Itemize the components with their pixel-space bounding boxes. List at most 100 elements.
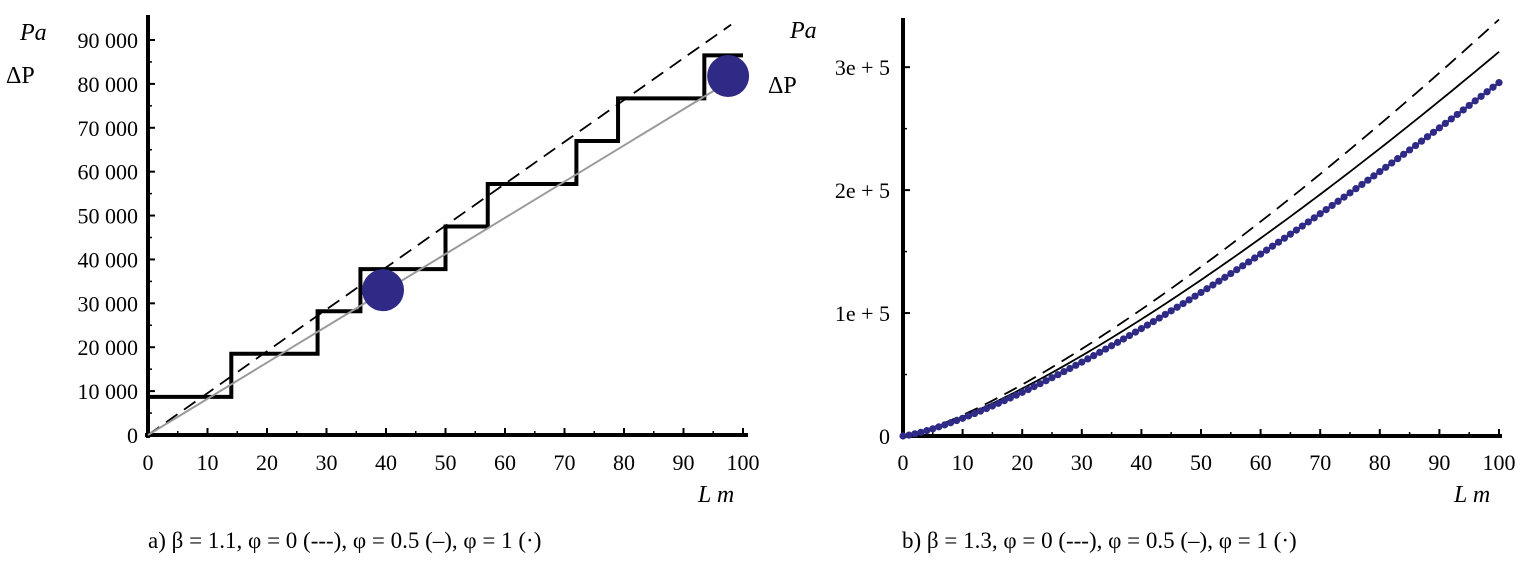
series-marker — [917, 428, 925, 436]
series-marker — [1334, 197, 1342, 205]
y-tick-label: 0 — [879, 424, 890, 449]
series-marker — [1495, 79, 1503, 87]
chart-a-caption: a) β = 1.1, φ = 0 (---), φ = 0.5 (–), φ … — [148, 528, 542, 553]
series-marker — [1239, 262, 1247, 270]
series-marker — [935, 423, 943, 431]
series-marker — [1441, 119, 1449, 128]
series-marker — [1167, 307, 1175, 315]
series-marker — [1292, 226, 1300, 234]
series-marker — [1257, 250, 1265, 258]
series-marker — [1233, 266, 1241, 274]
series-marker — [1197, 288, 1205, 297]
series-marker — [1221, 273, 1229, 281]
chart-b-caption: b) β = 1.3, φ = 0 (---), φ = 0.5 (–), φ … — [902, 528, 1297, 553]
series-marker — [1358, 180, 1366, 189]
y-tick-label: 20 000 — [78, 335, 139, 360]
series-marker — [1364, 176, 1372, 184]
series-marker — [1066, 364, 1074, 373]
series-marker — [1340, 193, 1348, 201]
data-point — [362, 269, 405, 312]
chart-a: Pa ΔP 0 10 20 30 40 50 60 70 80 90 100 0 10 000 20 0… — [6, 15, 760, 508]
series-marker — [1012, 391, 1020, 399]
series-marker — [1113, 338, 1122, 346]
series-marker — [1185, 296, 1193, 304]
series-marker — [1453, 110, 1461, 119]
series-marker — [1429, 128, 1438, 136]
series-line-phi-0.5 — [146, 53, 743, 435]
series-marker — [1346, 189, 1354, 197]
series-marker — [1030, 383, 1038, 391]
x-tick-label: 10 — [952, 450, 974, 475]
chart-a-series — [146, 23, 750, 436]
series-marker — [899, 432, 907, 440]
series-marker — [1262, 246, 1271, 254]
series-marker — [1370, 172, 1378, 180]
series-line-phi-0.5 — [902, 51, 1500, 437]
x-tick-label: 90 — [1428, 450, 1450, 475]
series-marker — [1137, 325, 1145, 333]
series-marker — [1251, 254, 1259, 262]
series-marker — [988, 402, 997, 410]
series-marker — [1179, 299, 1187, 308]
x-tick-label: 40 — [1130, 450, 1152, 475]
series-marker — [1000, 397, 1008, 405]
chart-a-ylabel: ΔP — [6, 63, 35, 89]
x-tick-label: 0 — [143, 450, 154, 475]
series-marker — [1298, 222, 1306, 230]
series-marker — [923, 427, 931, 435]
series-marker — [1423, 133, 1432, 141]
x-tick-label: 80 — [613, 450, 635, 475]
series-marker — [1060, 367, 1068, 376]
x-tick-label: 100 — [1483, 450, 1516, 475]
series-marker — [929, 425, 937, 433]
series-marker — [1024, 385, 1032, 394]
x-tick-label: 70 — [554, 450, 576, 475]
data-point — [707, 54, 750, 97]
series-marker — [1018, 388, 1026, 396]
series-marker — [953, 416, 961, 425]
x-tick-label: 70 — [1309, 450, 1331, 475]
series-marker — [1411, 141, 1420, 150]
chart-a-xlabel: L m — [697, 482, 734, 508]
series-marker — [905, 431, 913, 439]
y-tick-label: 1e + 5 — [835, 301, 890, 326]
series-marker — [1352, 185, 1360, 193]
y-tick-label: 70 000 — [78, 116, 139, 141]
x-tick-label: 30 — [1071, 450, 1093, 475]
series-line-reference — [147, 83, 726, 436]
series-marker — [1143, 321, 1151, 329]
chart-a-ylabel-unit: Pa — [19, 20, 47, 46]
y-tick-label: 3e + 5 — [835, 55, 890, 80]
series-marker — [994, 399, 1002, 407]
series-marker — [911, 430, 919, 438]
series-marker — [1161, 310, 1169, 319]
series-marker — [1108, 342, 1116, 350]
chart-b-xlabel: L m — [1453, 482, 1490, 508]
series-marker — [1078, 358, 1086, 366]
chart-a-ylabel-delta: ΔP — [6, 63, 35, 89]
series-marker — [1483, 88, 1491, 96]
series-marker — [1215, 277, 1223, 285]
series-marker — [1102, 345, 1110, 353]
series-marker — [1322, 206, 1330, 214]
series-marker — [1209, 281, 1217, 289]
series-marker — [1417, 137, 1426, 145]
series-marker — [976, 407, 985, 415]
y-tick-label: 80 000 — [78, 72, 139, 97]
chart-b-ylabel: ΔP — [768, 73, 797, 99]
chart-a-x-ticks: 0 10 20 30 40 50 60 70 80 90 100 — [143, 428, 760, 475]
series-marker — [982, 404, 991, 413]
series-marker — [970, 409, 979, 418]
series-marker — [1459, 106, 1467, 114]
series-marker — [1203, 285, 1211, 293]
y-tick-label: 2e + 5 — [835, 178, 890, 203]
series-marker — [1310, 214, 1318, 222]
series-marker — [1328, 201, 1336, 210]
x-tick-label: 20 — [1011, 450, 1033, 475]
series-marker — [1006, 394, 1014, 402]
series-marker — [1388, 159, 1396, 167]
chart-b-x-ticks: 0 10 20 30 40 50 60 70 80 90 100 — [898, 429, 1516, 475]
series-marker — [1268, 242, 1277, 250]
series-marker — [1304, 218, 1312, 226]
series-marker — [1036, 380, 1044, 388]
